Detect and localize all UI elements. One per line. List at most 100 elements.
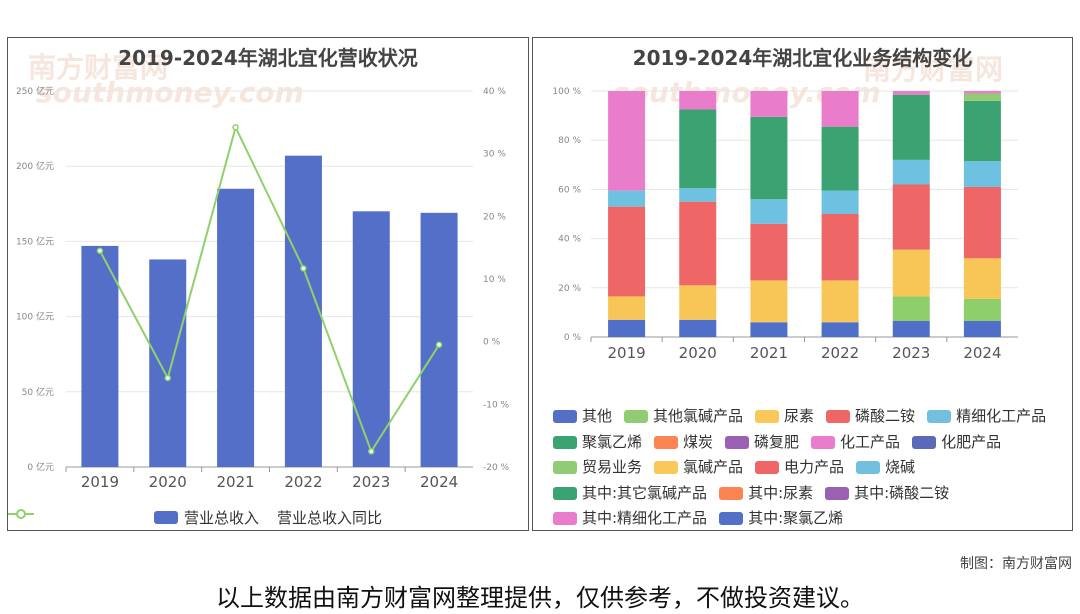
y-tick-label-left: 200 亿元 xyxy=(16,160,54,172)
x-tick-label: 2023 xyxy=(352,473,390,491)
revenue-bar xyxy=(420,212,458,467)
legend-label: 化肥产品 xyxy=(941,432,1002,451)
legend-item[interactable]: 贸易业务 xyxy=(553,455,642,481)
stacked-segment xyxy=(963,93,1001,101)
x-tick-label: 2024 xyxy=(963,344,1001,362)
legend-item[interactable]: 磷酸二铵 xyxy=(826,404,915,430)
stacked-segment xyxy=(892,184,930,250)
legend-swatch xyxy=(654,435,679,449)
legend-swatch xyxy=(825,486,850,500)
stacked-segment xyxy=(821,91,859,127)
stacked-segment xyxy=(963,100,1001,162)
legend-item[interactable]: 氯碱产品 xyxy=(654,455,743,481)
legend-item[interactable]: 其中:聚氯乙烯 xyxy=(719,506,843,530)
legend-label: 磷酸二铵 xyxy=(855,407,916,425)
y-tick-label-right: 0 % xyxy=(483,338,501,348)
yoy-line xyxy=(99,124,440,454)
stacked-segment xyxy=(963,91,1001,94)
stacked-segment xyxy=(963,161,1001,187)
legend-swatch xyxy=(553,486,577,500)
legend-label: 煤炭 xyxy=(683,432,714,451)
stacked-segment xyxy=(608,91,646,191)
legend-item[interactable]: 尿素 xyxy=(755,404,814,430)
y-tick-label-left: 0 亿元 xyxy=(27,461,54,473)
legend-label: 其中:其它氯碱产品 xyxy=(582,483,708,502)
stacked-segment xyxy=(821,280,859,323)
stacked-segment xyxy=(608,319,646,337)
stacked-segment xyxy=(821,126,859,191)
legend-swatch xyxy=(725,435,750,449)
y-tick-label: 20 % xyxy=(558,284,581,294)
yoy-point xyxy=(435,341,443,349)
legend-swatch xyxy=(553,512,577,526)
legend-swatch xyxy=(912,435,937,449)
y-tick-label-right: 10 % xyxy=(483,275,506,285)
stacked-segment xyxy=(892,91,930,95)
stacked-segment xyxy=(750,91,788,117)
legend-swatch xyxy=(553,410,577,424)
stacked-segment xyxy=(963,298,1001,322)
legend-row: 其他 其他氯碱产品 尿素 磷酸二铵 精细化工产品 xyxy=(553,404,1064,430)
legend-item[interactable]: 磷复肥 xyxy=(725,430,799,456)
legend-swatch xyxy=(811,435,836,449)
legend-item[interactable]: 化工产品 xyxy=(811,430,900,456)
x-tick-label: 2019 xyxy=(81,473,119,491)
x-tick-label: 2022 xyxy=(821,344,859,362)
legend-label: 其中:尿素 xyxy=(748,483,814,502)
legend-label: 化工产品 xyxy=(840,432,901,451)
stacked-segment xyxy=(608,296,646,320)
legend-item[interactable]: 电力产品 xyxy=(755,455,844,481)
stacked-segment xyxy=(679,188,717,202)
legend-left: 营业总收入 营业总收入同比 xyxy=(8,507,528,528)
yoy-point xyxy=(300,265,307,272)
y-tick-label-right: 20 % xyxy=(483,212,506,222)
x-tick-label: 2024 xyxy=(420,473,458,491)
legend-item-yoy[interactable]: 营业总收入同比 xyxy=(8,507,383,528)
legend-label: 其中:精细化工产品 xyxy=(582,509,708,527)
stacked-segment xyxy=(892,296,930,322)
chart-title-right: 2019-2024年湖北宜化业务结构变化 xyxy=(632,46,973,70)
chart-title-left: 2019-2024年湖北宜化营收状况 xyxy=(118,46,418,70)
y-tick-label: 0 % xyxy=(564,333,582,343)
legend-item[interactable]: 精细化工产品 xyxy=(927,404,1046,430)
structure-chart-svg: 0 % 20 % 40 % 60 % 80 % 100 % 2019 2020 2021 2022… xyxy=(552,87,1018,362)
legend-item[interactable]: 聚氯乙烯 xyxy=(553,430,642,456)
legend-swatch xyxy=(755,461,780,475)
y-tick-label: 100 % xyxy=(552,87,581,97)
legend-swatch xyxy=(553,461,577,475)
legend-item-revenue[interactable]: 营业总收入 xyxy=(153,507,259,528)
y-tick-label-right: 40 % xyxy=(483,87,506,97)
legend-item[interactable]: 化肥产品 xyxy=(912,430,1001,456)
revenue-bar xyxy=(217,188,255,467)
revenue-bar xyxy=(352,211,390,467)
stacked-segment xyxy=(963,186,1001,259)
stacked-segment xyxy=(821,190,859,214)
legend-item[interactable]: 煤炭 xyxy=(654,430,713,456)
legend-row: 其中:其它氯碱产品 其中:尿素 其中:磷酸二铵 xyxy=(553,481,1064,507)
y-tick-label: 40 % xyxy=(558,235,581,245)
x-tick-label: 2021 xyxy=(216,473,254,491)
legend-swatch-bar xyxy=(153,511,178,524)
legend-label: 烧碱 xyxy=(885,458,916,476)
y-tick-label-left: 100 亿元 xyxy=(16,311,54,323)
legend-row: 其中:精细化工产品 其中:聚氯乙烯 xyxy=(553,506,1064,530)
stacked-segment xyxy=(750,280,788,323)
legend-row: 贸易业务 氯碱产品 电力产品 烧碱 xyxy=(553,455,1064,481)
legend-item[interactable]: 其中:其它氯碱产品 xyxy=(553,481,707,507)
legend-item[interactable]: 其他 xyxy=(553,404,612,430)
legend-swatch xyxy=(856,461,881,475)
legend-item[interactable]: 其中:精细化工产品 xyxy=(553,506,708,530)
x-tick-label: 2020 xyxy=(149,473,187,491)
legend-label: 营业总收入同比 xyxy=(277,509,383,527)
legend-item[interactable]: 烧碱 xyxy=(856,455,915,481)
stacked-segment xyxy=(892,94,930,160)
y-tick-label-right: -10 % xyxy=(483,400,510,410)
stacked-segment xyxy=(963,321,1001,337)
legend-item[interactable]: 其中:磷酸二铵 xyxy=(825,481,949,507)
y-tick-label: 80 % xyxy=(558,136,581,146)
legend-item[interactable]: 其他氯碱产品 xyxy=(624,404,743,430)
legend-item[interactable]: 其中:尿素 xyxy=(719,481,813,507)
legend-swatch xyxy=(755,410,780,424)
x-tick-label: 2023 xyxy=(892,344,930,362)
stacked-segment xyxy=(679,285,717,320)
